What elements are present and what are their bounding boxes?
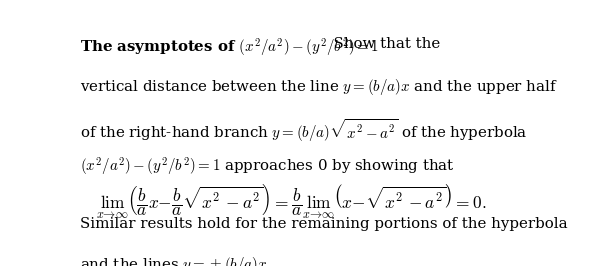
Text: Show that the: Show that the <box>324 37 440 51</box>
Text: Similar results hold for the remaining portions of the hyperbola: Similar results hold for the remaining p… <box>80 217 567 231</box>
Text: The asymptotes of $(x^2/a^2) - (y^2/b^2) = 1$: The asymptotes of $(x^2/a^2) - (y^2/b^2)… <box>80 37 379 59</box>
Text: of the right-hand branch $y = (b/a)\sqrt{x^2 - a^2}$ of the hyperbola: of the right-hand branch $y = (b/a)\sqrt… <box>80 117 527 144</box>
Text: $\lim_{x\to\infty}\left(\dfrac{b}{a}x - \dfrac{b}{a}\sqrt{x^2-a^2}\right) = \dfr: $\lim_{x\to\infty}\left(\dfrac{b}{a}x - … <box>97 182 487 221</box>
Text: and the lines $y = \pm(b/a)x$.: and the lines $y = \pm(b/a)x$. <box>80 255 271 266</box>
Text: vertical distance between the line $y = (b/a)x$ and the upper half: vertical distance between the line $y = … <box>80 77 557 97</box>
Text: $(x^2/a^2) - (y^2/b^2) = 1$ approaches 0 by showing that: $(x^2/a^2) - (y^2/b^2) = 1$ approaches 0… <box>80 156 454 178</box>
